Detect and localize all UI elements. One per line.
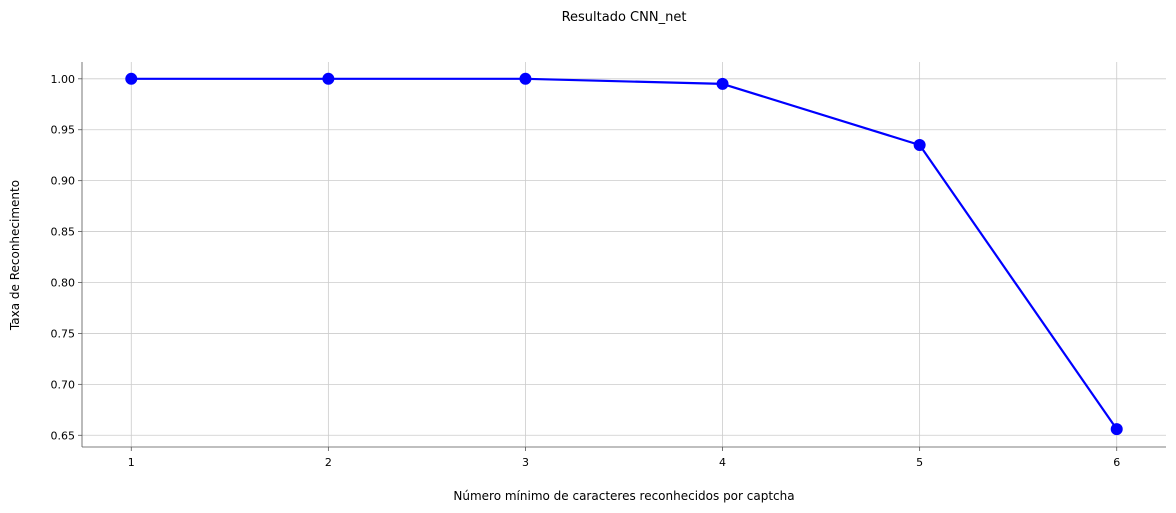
y-tick-label: 0.65 (51, 429, 76, 442)
x-tick-label: 3 (522, 456, 529, 469)
x-tick-label: 2 (325, 456, 332, 469)
data-point (1110, 423, 1123, 436)
y-axis-label: Taxa de Reconhecimento (8, 180, 22, 331)
y-tick-label: 1.00 (51, 73, 76, 86)
x-tick-label: 4 (719, 456, 726, 469)
data-point (716, 77, 729, 90)
y-tick-label: 0.70 (51, 378, 76, 391)
grid-layer (82, 62, 1166, 447)
y-tick-label: 0.85 (51, 226, 76, 239)
y-tick-label: 0.80 (51, 277, 76, 290)
y-tick-label: 0.90 (51, 175, 76, 188)
axes-layer (81, 62, 1166, 448)
y-tick-label: 0.75 (51, 327, 76, 340)
data-point (322, 72, 335, 85)
data-point (519, 72, 532, 85)
x-tick-label: 6 (1113, 456, 1120, 469)
series-layer (125, 72, 1123, 436)
series-line (131, 77, 1118, 430)
data-point (913, 139, 926, 152)
y-tick-label: 0.95 (51, 124, 76, 137)
chart-title: Resultado CNN_net (562, 10, 687, 25)
x-tick-label: 5 (916, 456, 923, 469)
ticks-layer: 1 2 3 4 5 6 0.65 0.70 0.75 0.80 0.85 0.90 0.95 1.00 (51, 73, 1121, 469)
x-tick-label: 1 (128, 456, 135, 469)
data-point (125, 72, 138, 85)
x-axis-label: Número mínimo de caracteres reconhecidos… (453, 489, 794, 503)
